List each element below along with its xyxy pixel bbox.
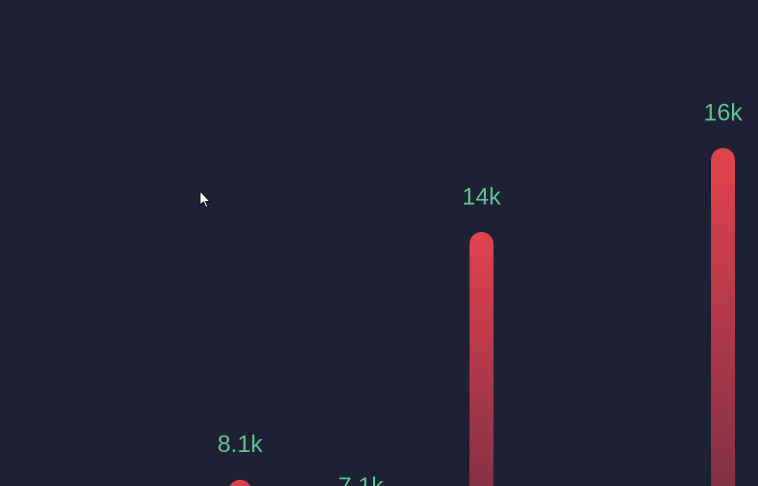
- bar: [229, 479, 251, 486]
- bar: [711, 148, 735, 486]
- value-label: 16k: [704, 99, 744, 126]
- value-label: 7.1k: [338, 473, 384, 486]
- value-label: 14k: [462, 183, 502, 210]
- cursor: [199, 189, 212, 209]
- value-label: 8.1k: [217, 431, 263, 458]
- bar: [469, 232, 494, 486]
